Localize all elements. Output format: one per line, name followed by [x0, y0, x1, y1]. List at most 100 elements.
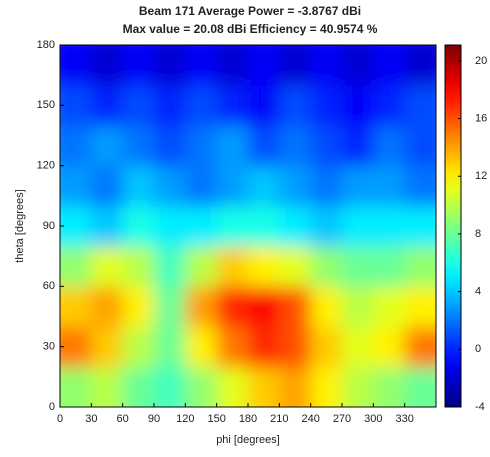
- heat-cell: [60, 125, 92, 167]
- heat-cell: [373, 205, 406, 247]
- heat-cell: [248, 85, 280, 126]
- heat-cell: [185, 286, 218, 328]
- heat-cell: [248, 165, 280, 207]
- y-tick-label: 0: [49, 401, 55, 413]
- heat-cell: [248, 246, 280, 287]
- x-tick-label: 330: [395, 413, 413, 425]
- heat-cell: [310, 366, 343, 407]
- heat-cell: [279, 205, 312, 247]
- x-tick-label: 270: [333, 413, 351, 425]
- heat-cell: [185, 85, 218, 126]
- heat-cell: [122, 246, 155, 287]
- heat-cell: [342, 85, 374, 126]
- x-tick-label: 30: [85, 413, 97, 425]
- y-axis-label: theta [degrees]: [14, 189, 26, 262]
- heat-cell: [373, 286, 406, 328]
- heat-cell: [216, 246, 249, 287]
- heat-cell: [248, 286, 280, 328]
- heat-cell: [91, 205, 124, 247]
- heat-cell: [91, 326, 124, 368]
- heat-cell: [122, 165, 155, 207]
- heat-cell: [310, 85, 343, 126]
- heat-cell: [154, 125, 186, 167]
- heat-cell: [122, 326, 155, 368]
- y-tick-label: 90: [43, 220, 55, 232]
- y-tick-label: 60: [43, 280, 55, 292]
- heat-cell: [404, 45, 436, 86]
- x-tick-label: 210: [270, 413, 288, 425]
- x-tick-label: 120: [176, 413, 194, 425]
- heat-cell: [373, 45, 406, 86]
- colorbar: [444, 44, 462, 408]
- heat-cell: [248, 125, 280, 167]
- heat-cell: [91, 125, 124, 167]
- heat-cell: [216, 366, 249, 407]
- heat-cell: [60, 326, 92, 368]
- heat-cell: [154, 45, 186, 86]
- heat-cell: [154, 246, 186, 287]
- heat-cell: [279, 85, 312, 126]
- colorbar-tick-label: 16: [475, 112, 487, 124]
- x-tick-label: 180: [239, 413, 257, 425]
- heat-cell: [373, 125, 406, 167]
- heat-cell: [91, 286, 124, 328]
- heat-cell: [91, 165, 124, 207]
- heat-cell: [91, 246, 124, 287]
- colorbar-tick-label: 0: [475, 343, 481, 355]
- heat-cell: [60, 45, 92, 86]
- heat-cell: [154, 85, 186, 126]
- heat-cell: [216, 165, 249, 207]
- heat-cell: [122, 366, 155, 407]
- heat-cell: [342, 165, 374, 207]
- colorbar-tick-label: 12: [475, 170, 487, 182]
- heat-cell: [122, 85, 155, 126]
- heat-cell: [216, 45, 249, 86]
- heat-cell: [342, 286, 374, 328]
- x-tick-label: 90: [148, 413, 160, 425]
- heat-cell: [122, 286, 155, 328]
- heat-cell: [154, 366, 186, 407]
- heat-cell: [216, 205, 249, 247]
- heat-cell: [185, 246, 218, 287]
- heat-cell: [404, 326, 436, 368]
- x-tick-label: 150: [207, 413, 225, 425]
- heat-cell: [279, 286, 312, 328]
- heatmap: [60, 45, 436, 407]
- heat-cell: [310, 45, 343, 86]
- x-tick-label: 300: [364, 413, 382, 425]
- heat-cell: [310, 286, 343, 328]
- heat-cell: [404, 246, 436, 287]
- heat-cell: [279, 125, 312, 167]
- heat-cell: [185, 205, 218, 247]
- heat-cell: [91, 366, 124, 407]
- heat-cell: [91, 85, 124, 126]
- heat-cell: [154, 205, 186, 247]
- heat-cell: [310, 326, 343, 368]
- heat-cell: [185, 125, 218, 167]
- y-tick-label: 180: [37, 39, 55, 51]
- heat-cell: [154, 326, 186, 368]
- heat-cell: [216, 326, 249, 368]
- heat-cell: [404, 85, 436, 126]
- heat-cell: [373, 246, 406, 287]
- colorbar-tick-label: 8: [475, 228, 481, 240]
- heat-cell: [342, 205, 374, 247]
- heat-cell: [185, 326, 218, 368]
- heat-cell: [342, 125, 374, 167]
- heat-cell: [248, 326, 280, 368]
- heat-cell: [248, 366, 280, 407]
- x-axis-label: phi [degrees]: [216, 434, 280, 446]
- heat-cell: [185, 45, 218, 86]
- y-tick-label: 30: [43, 341, 55, 353]
- heat-cell: [60, 85, 92, 126]
- heat-cell: [404, 366, 436, 407]
- heat-cell: [216, 125, 249, 167]
- heat-cell: [122, 125, 155, 167]
- chart-title: Beam 171 Average Power = -3.8767 dBi: [139, 4, 361, 18]
- heat-cell: [248, 205, 280, 247]
- heat-cell: [216, 85, 249, 126]
- heat-cell: [310, 205, 343, 247]
- heat-cell: [373, 165, 406, 207]
- x-tick-label: 0: [57, 413, 63, 425]
